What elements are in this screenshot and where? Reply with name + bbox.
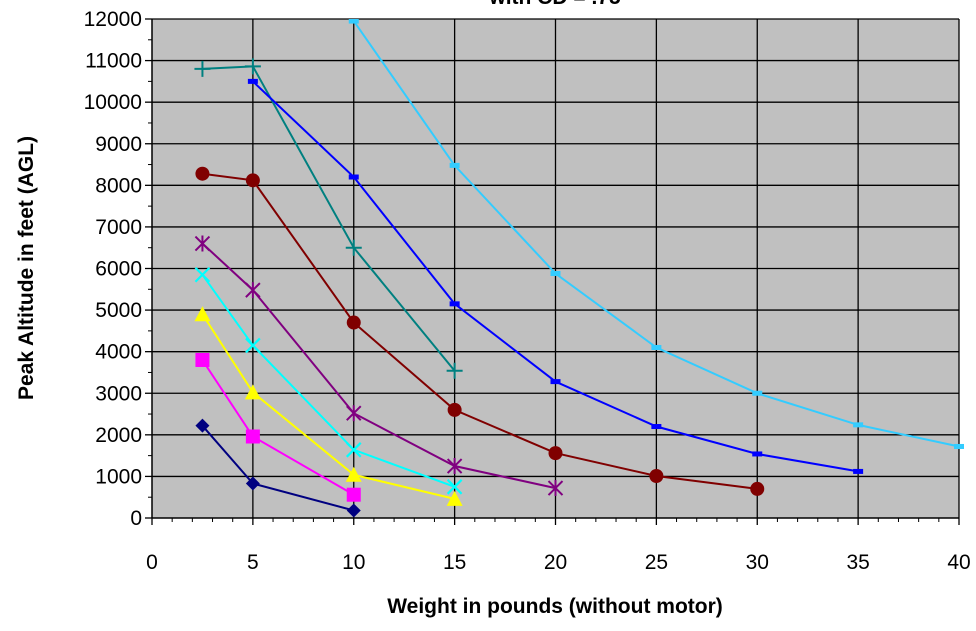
data-point bbox=[194, 266, 211, 283]
data-point bbox=[348, 19, 359, 24]
data-point bbox=[346, 315, 361, 330]
axes bbox=[145, 18, 960, 525]
data-point bbox=[449, 301, 460, 307]
data-point bbox=[195, 418, 210, 433]
y-tick-label: 11000 bbox=[85, 50, 142, 73]
x-tick-label: 10 bbox=[342, 551, 365, 574]
series-6 bbox=[195, 166, 765, 496]
y-tick-label: 12000 bbox=[84, 8, 142, 31]
data-point bbox=[245, 476, 260, 491]
data-point bbox=[345, 442, 362, 458]
data-point bbox=[195, 352, 210, 367]
series-8 bbox=[247, 78, 864, 474]
data-point bbox=[853, 468, 864, 474]
x-tick-label: 30 bbox=[746, 551, 769, 574]
series-line bbox=[201, 313, 455, 500]
x-tick-label: 15 bbox=[443, 551, 466, 574]
data-point bbox=[245, 173, 260, 188]
data-point bbox=[247, 78, 258, 84]
y-tick-label: 1000 bbox=[95, 465, 142, 488]
data-point bbox=[446, 458, 463, 475]
data-point bbox=[345, 239, 362, 256]
series-7 bbox=[194, 58, 463, 379]
x-tick-label: 40 bbox=[947, 551, 970, 574]
y-tick-label: 0 bbox=[130, 507, 142, 530]
data-point bbox=[651, 345, 662, 351]
data-point bbox=[195, 166, 210, 181]
data-point bbox=[446, 490, 463, 506]
data-point bbox=[550, 379, 561, 385]
series-4 bbox=[194, 266, 463, 495]
x-tick-label: 25 bbox=[645, 551, 668, 574]
x-axis-title: Weight in pounds (without motor) bbox=[387, 595, 723, 618]
data-point bbox=[548, 446, 563, 461]
data-point bbox=[853, 422, 864, 428]
data-point bbox=[194, 235, 211, 252]
y-tick-label: 3000 bbox=[95, 382, 142, 405]
data-point bbox=[547, 480, 564, 497]
data-point bbox=[649, 469, 664, 484]
series-5 bbox=[194, 235, 564, 497]
data-point bbox=[954, 443, 964, 449]
data-point bbox=[446, 479, 463, 495]
data-point bbox=[194, 60, 211, 77]
y-axis-title: Peak Altitude in feet (AGL) bbox=[15, 136, 38, 400]
data-point bbox=[245, 429, 260, 444]
gridlines bbox=[152, 18, 960, 518]
x-tick-label: 20 bbox=[544, 551, 567, 574]
y-tick-label: 9000 bbox=[95, 133, 142, 156]
y-tick-label: 5000 bbox=[95, 299, 142, 322]
series-2 bbox=[195, 352, 361, 502]
series-group bbox=[194, 19, 964, 518]
series-9 bbox=[348, 19, 964, 449]
y-tick-label: 2000 bbox=[95, 424, 142, 447]
series-line bbox=[202, 65, 456, 372]
data-point bbox=[244, 384, 261, 400]
data-point bbox=[346, 487, 361, 502]
data-point bbox=[194, 306, 211, 322]
data-point bbox=[245, 282, 261, 299]
data-point bbox=[346, 405, 362, 422]
data-point bbox=[550, 270, 561, 276]
data-point bbox=[651, 424, 662, 430]
y-tick-label: 6000 bbox=[95, 258, 142, 281]
x-tick-label: 5 bbox=[247, 551, 259, 574]
data-point bbox=[346, 503, 361, 518]
y-tick-label: 7000 bbox=[95, 216, 142, 239]
y-tick-label: 4000 bbox=[95, 341, 142, 364]
y-tick-label: 10000 bbox=[84, 91, 142, 114]
y-tick-label: 8000 bbox=[95, 174, 142, 197]
series-1 bbox=[195, 418, 361, 518]
x-tick-label: 35 bbox=[846, 551, 869, 574]
series-line bbox=[201, 274, 455, 488]
tick-labels: 0100020003000400050006000700080009000100… bbox=[84, 8, 971, 574]
data-point bbox=[345, 466, 362, 482]
data-point bbox=[752, 451, 763, 457]
data-point bbox=[752, 390, 763, 396]
data-point bbox=[447, 402, 462, 417]
x-tick-label: 0 bbox=[146, 551, 158, 574]
series-3 bbox=[194, 306, 463, 506]
data-point bbox=[244, 58, 261, 75]
chart-title: with CD = .75 bbox=[488, 0, 621, 9]
data-point bbox=[750, 481, 765, 496]
data-point bbox=[348, 174, 359, 180]
data-point bbox=[446, 362, 463, 379]
data-point bbox=[245, 337, 261, 354]
data-point bbox=[449, 162, 460, 168]
